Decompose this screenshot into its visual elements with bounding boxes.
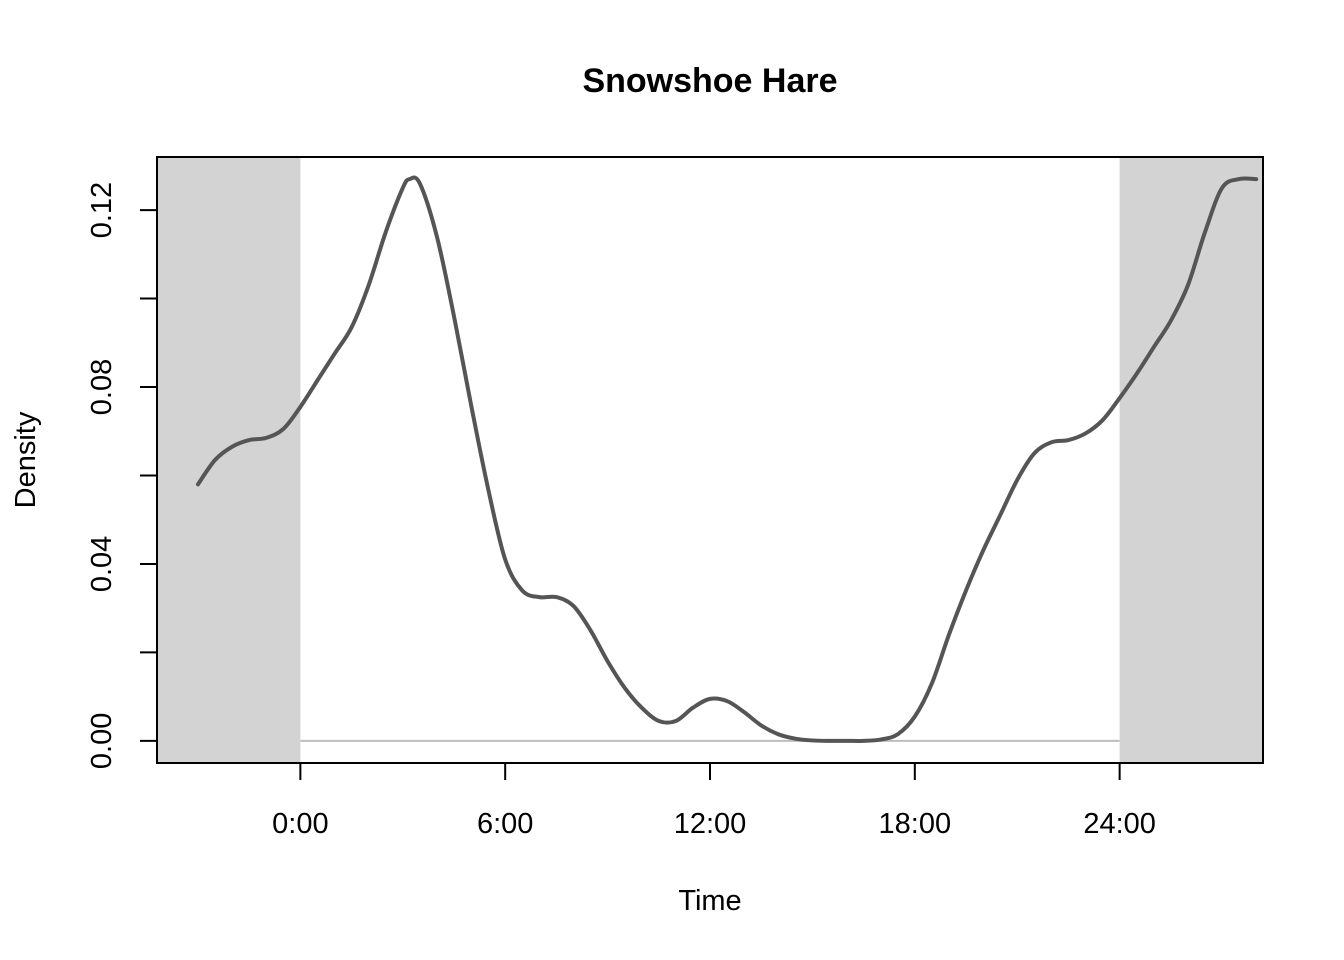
x-tick-label-3: 18:00: [879, 808, 952, 840]
night-shading-layer: [157, 157, 1263, 763]
x-tick-label-1: 6:00: [477, 808, 533, 840]
x-tick-label-2: 12:00: [674, 808, 747, 840]
x-tick-label-0: 0:00: [272, 808, 328, 840]
shaded-region-1: [1119, 157, 1263, 763]
x-tick-label-4: 24:00: [1083, 808, 1156, 840]
chart-title: Snowshoe Hare: [582, 62, 837, 100]
series-layer: [195, 175, 1259, 743]
y-tick-label-4: 0.08: [86, 359, 118, 415]
y-tick-label-2: 0.04: [86, 536, 118, 592]
density-line-0: [195, 175, 1259, 743]
x-axis-label: Time: [678, 885, 741, 917]
shaded-region-0: [157, 157, 301, 763]
y-axis: 0.00 0.04 0.08 0.12: [86, 182, 157, 769]
y-axis-label: Density: [10, 411, 42, 508]
x-axis: 0:00 6:00 12:00 18:00 24:00: [272, 763, 1156, 840]
y-tick-label-0: 0.00: [86, 713, 118, 769]
plot-frame: [156, 156, 1264, 764]
y-tick-label-6: 0.12: [86, 182, 118, 238]
